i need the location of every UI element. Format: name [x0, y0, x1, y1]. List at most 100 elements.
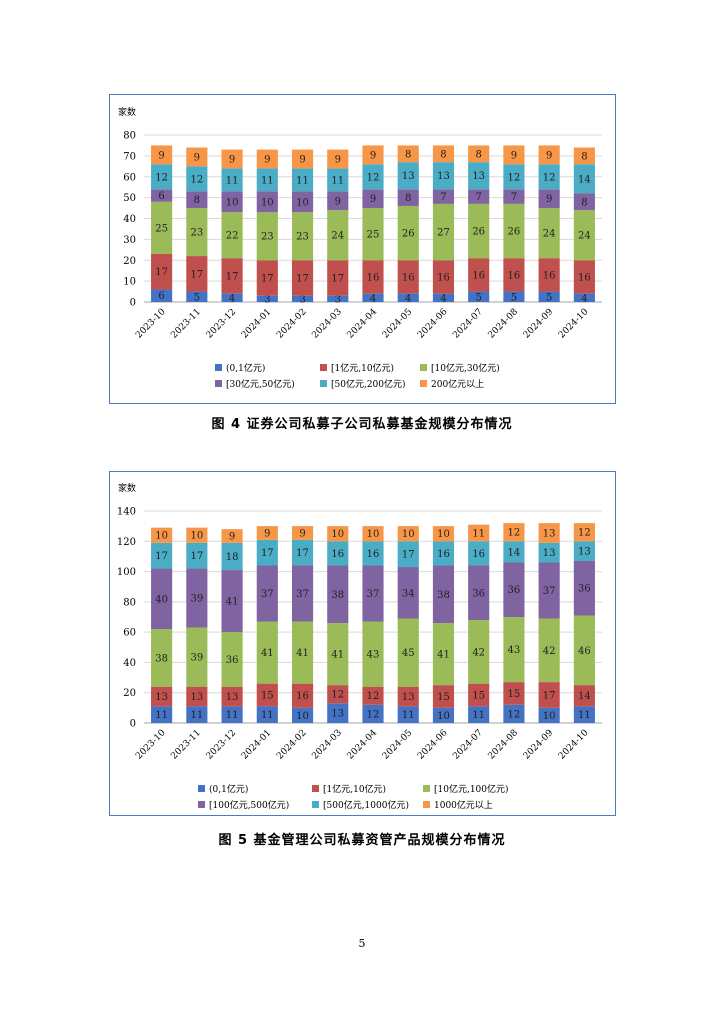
chart-2-bar-segment	[503, 704, 525, 723]
chart-2-bar-segment	[432, 541, 455, 566]
chart-1-bar-segment	[291, 191, 314, 213]
chart-2-bar-segment	[327, 623, 349, 686]
chart-1-data-label: 9	[511, 150, 517, 161]
chart-2-legend-swatch	[423, 801, 430, 808]
chart-1-data-label: 16	[508, 270, 521, 281]
chart-2-data-label: 37	[261, 589, 274, 600]
chart-2-data-label: 10	[543, 711, 556, 722]
chart-1-data-label: 16	[437, 272, 450, 283]
chart-2-x-tick-label: 2024-07	[451, 728, 485, 762]
chart-1-frame: 家数 0 10 20 30 40 50 60 70 80 6 17 25 6 12 9 2023-10 5 17 23…	[109, 94, 616, 404]
chart-1-data-label: 9	[546, 150, 552, 161]
chart-1-bar-segment	[256, 295, 278, 302]
chart-2-bar-segment	[468, 565, 490, 621]
chart-2-legend-label: [1亿元,10亿元)	[323, 783, 386, 795]
chart-1-bar-segment	[573, 164, 595, 194]
chart-1-data-label: 26	[402, 229, 415, 240]
chart-1-x-tick-label: 2024-10	[557, 307, 591, 341]
chart-1-data-label: 4	[440, 293, 446, 304]
chart-2-data-label: 12	[331, 690, 344, 701]
chart-2-bar-segment	[538, 562, 560, 619]
chart-1-bar-segment	[432, 145, 455, 163]
chart-1-data-label: 27	[437, 228, 450, 239]
chart-1-data-label: 24	[578, 231, 591, 242]
chart-2-legend-label: [10亿元,100亿元)	[434, 783, 509, 795]
chart-2-data-label: 42	[543, 646, 556, 657]
chart-2-data-label: 9	[229, 531, 235, 542]
chart-1-caption: 图 4 证券公司私募子公司私募基金规模分布情况	[211, 417, 513, 432]
chart-1-data-label: 5	[511, 292, 517, 303]
chart-1-data-label: 9	[335, 155, 341, 166]
chart-1-data-label: 7	[476, 192, 482, 203]
chart-1-bar-segment	[291, 168, 314, 192]
chart-2-data-label: 12	[578, 528, 591, 539]
chart-2-data-label: 16	[437, 549, 450, 560]
chart-2-bar-segment	[186, 627, 208, 687]
chart-2-data-label: 9	[264, 528, 270, 539]
chart-1-bar-segment	[397, 189, 419, 206]
chart-2-legend-label: 1000亿元以上	[434, 799, 493, 811]
chart-2-data-label: 18	[226, 552, 239, 563]
chart-1-bar-segment	[327, 168, 349, 192]
chart-2-data-label: 11	[578, 710, 591, 721]
chart-1-y-tick-label: 50	[123, 193, 136, 204]
chart-2-x-tick-label: 2024-02	[275, 728, 309, 762]
chart-1-bar-segment	[221, 191, 243, 213]
chart-2-bar-segment	[573, 615, 595, 686]
chart-1-data-label: 23	[296, 232, 309, 243]
chart-2-bar-segment	[468, 706, 490, 723]
chart-2-data-label: 17	[543, 690, 556, 701]
chart-2-bar-segment	[468, 541, 490, 566]
chart-1-y-tick-label: 40	[123, 214, 136, 225]
chart-1-bar-segment	[186, 291, 208, 302]
chart-2-bar-segment	[538, 618, 560, 683]
chart-2-data-label: 38	[155, 653, 168, 664]
chart-1-bar-segment	[151, 164, 173, 190]
chart-2-bar-segment	[151, 706, 173, 723]
chart-2-data-label: 10	[437, 711, 450, 722]
chart-1-y-tick-label: 60	[123, 172, 136, 183]
chart-1-bar-segment	[221, 258, 243, 294]
chart-2-data-label: 12	[508, 709, 521, 720]
chart-2-data-label: 43	[508, 645, 521, 656]
chart-2-y-axis-label: 家数	[118, 482, 136, 494]
chart-1-legend-label: [50亿元,200亿元)	[331, 378, 406, 390]
chart-1-data-label: 9	[229, 155, 235, 166]
chart-2-x-tick-label: 2023-11	[169, 728, 203, 762]
chart-2-data-label: 17	[190, 551, 203, 562]
page-number: 5	[358, 937, 366, 950]
chart-1-data-label: 13	[437, 171, 450, 182]
chart-2-x-tick-label: 2024-10	[557, 728, 591, 762]
chart-2-data-label: 17	[296, 548, 309, 559]
chart-2-legend-swatch	[312, 801, 319, 808]
chart-2-data-label: 40	[155, 594, 168, 605]
chart-2-bar-segment	[362, 526, 384, 542]
chart-1-data-label: 14	[578, 174, 591, 185]
chart-1-bar-segment	[503, 164, 525, 190]
chart-1-bar-segment	[573, 193, 595, 211]
chart-2-data-label: 36	[226, 655, 239, 666]
chart-1-bar-segment	[291, 295, 314, 302]
chart-2-data-label: 9	[299, 528, 305, 539]
chart-2-data-label: 11	[402, 710, 415, 721]
chart-2-bar-segment	[397, 541, 419, 568]
chart-2-x-tick-label: 2024-09	[522, 728, 556, 762]
chart-1-legend-label: [10亿元,30亿元)	[431, 362, 500, 374]
chart-1-legend-swatch	[420, 364, 427, 371]
chart-1-bar-segment	[327, 295, 349, 302]
chart-1-y-tick-label: 10	[123, 277, 136, 288]
chart-1-bar-segment	[432, 203, 455, 261]
chart-1-bar-segment	[432, 293, 455, 302]
chart-1-bar-segment	[397, 260, 419, 294]
chart-2-bar-segment	[291, 565, 314, 622]
chart-1-bar-segment	[538, 145, 560, 165]
chart-2-data-label: 15	[261, 690, 274, 701]
chart-1-bar-segment	[151, 289, 173, 302]
chart-1-bar-segment	[432, 260, 455, 294]
chart-1-data-label: 6	[158, 191, 164, 202]
chart-2-bar-segment	[291, 683, 314, 708]
chart-2-bar-segment	[327, 703, 349, 723]
chart-2-bar-segment	[151, 629, 173, 687]
chart-2-bar-segment	[573, 541, 595, 561]
chart-2-bar-segment	[362, 541, 384, 566]
